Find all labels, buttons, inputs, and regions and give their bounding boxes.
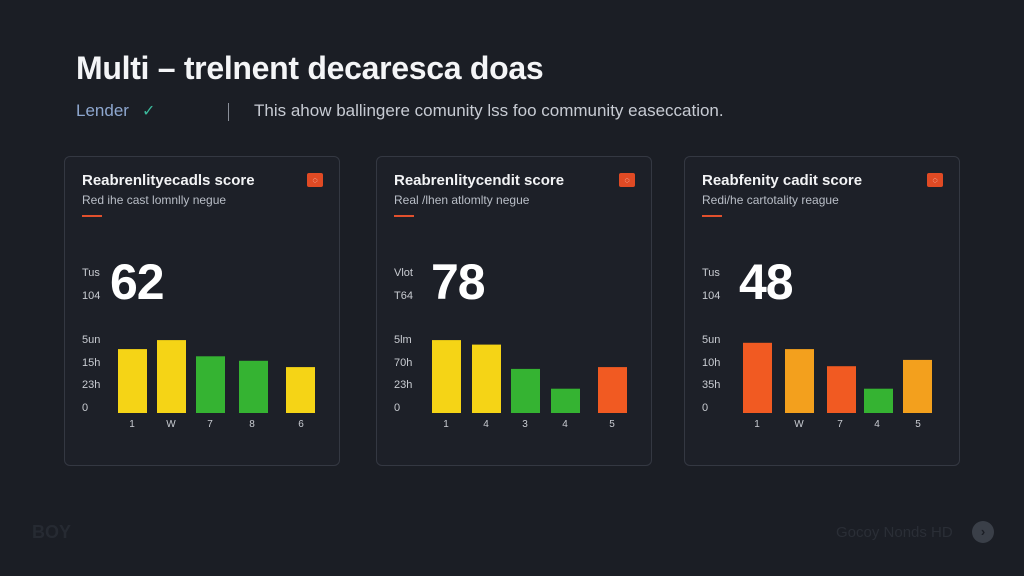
score-label-top: Tus xyxy=(82,267,100,279)
score-value: 78 xyxy=(431,254,486,310)
play-icon: › xyxy=(972,521,994,543)
chart-bar xyxy=(432,340,461,413)
page-description: This ahow ballingere comunity lss foo co… xyxy=(254,101,724,120)
chart-bar xyxy=(286,367,315,413)
card-title: Reabrenlityecadls score xyxy=(82,172,255,189)
bar-chart xyxy=(432,340,627,413)
lender-link[interactable]: Lender xyxy=(76,101,129,120)
x-tick-label: 7 xyxy=(207,419,213,430)
watermark-left: BOY xyxy=(32,522,72,542)
accent-rule xyxy=(82,215,102,217)
x-tick-label: 3 xyxy=(522,419,528,430)
x-tick-label: W xyxy=(794,419,804,430)
x-tick-label: 1 xyxy=(129,419,135,430)
chart-bar xyxy=(118,349,147,413)
score-card-1: Reabrenlityecadls score ◌ Red ihe cast l… xyxy=(64,156,340,466)
chart-bar xyxy=(157,340,186,413)
x-tick-label: 1 xyxy=(443,419,449,430)
chart-bar xyxy=(864,388,893,413)
score-value: 48 xyxy=(739,254,794,310)
y-tick-label: 5lm xyxy=(394,334,412,346)
card-subtitle: Real /lhen atlomlty negue xyxy=(394,193,530,207)
y-tick-label: 35h xyxy=(702,379,721,391)
subheader-bar: Lender ✓ This ahow ballingere comunity l… xyxy=(76,101,976,123)
card-subtitle: Redi/he cartotality reague xyxy=(702,193,839,207)
watermark-right: Gocoy Nonds HD xyxy=(836,524,953,541)
score-value: 62 xyxy=(110,254,165,310)
score-label-bottom: 104 xyxy=(702,290,721,302)
x-tick-label: 4 xyxy=(483,419,489,430)
check-icon: ✓ xyxy=(142,103,156,120)
y-tick-label: 23h xyxy=(394,379,413,391)
alert-icon[interactable]: ◌ xyxy=(307,173,323,187)
x-tick-label: 6 xyxy=(298,419,304,430)
bar-chart xyxy=(743,342,932,413)
accent-rule xyxy=(394,215,414,217)
chart-bar xyxy=(239,360,268,413)
score-label-top: Tus xyxy=(702,267,720,279)
card-subtitle: Red ihe cast lomnlly negue xyxy=(82,193,227,207)
y-tick-label: 0 xyxy=(394,402,401,414)
y-tick-label: 10h xyxy=(702,357,721,369)
x-tick-label: 4 xyxy=(562,419,568,430)
y-tick-label: 23h xyxy=(82,379,101,391)
score-card-2: Reabrenlitycendit score ◌ Real /lhen atl… xyxy=(376,156,652,466)
chart-bar xyxy=(903,359,932,413)
score-label-bottom: 104 xyxy=(82,290,101,302)
chart-bar xyxy=(511,368,540,413)
chart-bar xyxy=(196,356,225,413)
chart-bar xyxy=(472,344,501,413)
x-tick-label: W xyxy=(166,419,176,430)
card-title: Reabrenlitycendit score xyxy=(394,172,565,189)
divider xyxy=(228,103,229,121)
bar-chart xyxy=(118,340,315,413)
y-tick-label: 0 xyxy=(82,402,89,414)
page-title: Multi – trelnent decaresca doas xyxy=(76,50,544,86)
chart-bar xyxy=(743,342,772,413)
alert-icon[interactable]: ◌ xyxy=(927,173,943,187)
score-label-top: Vlot xyxy=(394,267,413,279)
y-tick-label: 0 xyxy=(702,402,709,414)
x-tick-label: 5 xyxy=(915,419,921,430)
x-tick-label: 5 xyxy=(609,419,615,430)
chart-bar xyxy=(551,388,580,413)
score-card-3: Reabfenity cadit score ◌ Redi/he cartota… xyxy=(684,156,960,466)
chart-bar xyxy=(598,367,627,413)
y-tick-label: 5un xyxy=(82,334,101,346)
card-title: Reabfenity cadit score xyxy=(702,172,863,189)
score-label-bottom: T64 xyxy=(394,290,413,302)
chart-bar xyxy=(785,349,814,413)
x-tick-label: 4 xyxy=(874,419,880,430)
accent-rule xyxy=(702,215,722,217)
alert-icon[interactable]: ◌ xyxy=(619,173,635,187)
chart-bar xyxy=(827,366,856,413)
y-tick-label: 5un xyxy=(702,334,721,346)
y-tick-label: 15h xyxy=(82,357,101,369)
x-tick-label: 8 xyxy=(249,419,255,430)
y-tick-label: 70h xyxy=(394,357,413,369)
x-tick-label: 7 xyxy=(837,419,843,430)
x-tick-label: 1 xyxy=(754,419,760,430)
